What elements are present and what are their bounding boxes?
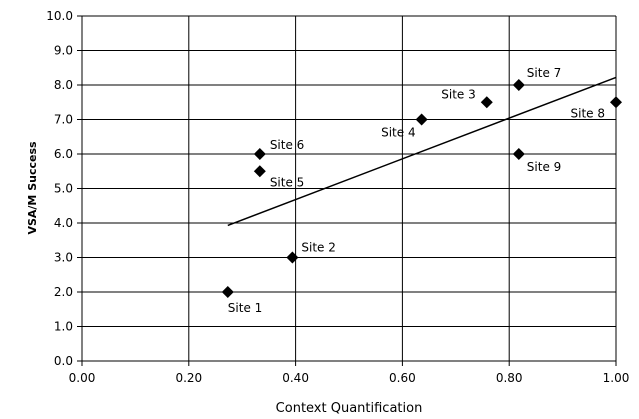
point-label: Site 6 — [270, 138, 305, 152]
y-tick-label: 6.0 — [54, 147, 73, 161]
y-tick-label: 7.0 — [54, 113, 73, 127]
y-tick-label: 9.0 — [54, 44, 73, 58]
x-tick-label: 0.00 — [69, 371, 96, 385]
data-point — [221, 286, 234, 298]
x-tick-label: 0.80 — [496, 371, 523, 385]
data-point — [512, 79, 525, 91]
data-point — [415, 113, 428, 126]
x-tick-label: 0.60 — [389, 371, 416, 385]
y-tick-labels: 0.0 1.0 2.0 3.0 4.0 5.0 6.0 7.0 8.0 9.0 10.0 — [46, 9, 73, 368]
data-point — [480, 96, 493, 109]
trendline — [227, 76, 617, 227]
point-label: Site 4 — [381, 126, 416, 140]
point-label: Site 8 — [571, 106, 606, 120]
point-label: Site 1 — [228, 301, 262, 315]
x-axis-title: Context Quantification — [276, 401, 423, 416]
data-points — [221, 79, 622, 298]
y-tick-label: 3.0 — [54, 251, 73, 265]
y-tick-label: 4.0 — [54, 216, 73, 230]
point-label: Site 7 — [527, 66, 562, 80]
y-tick-label: 8.0 — [54, 78, 73, 92]
x-tick-label: 0.20 — [175, 371, 202, 385]
data-point — [512, 148, 525, 160]
point-label: Site 9 — [527, 160, 562, 174]
trendline-layer — [227, 76, 617, 227]
x-tick-label: 1.00 — [603, 371, 630, 385]
axes — [77, 15, 617, 366]
y-tick-label: 0.0 — [54, 354, 73, 368]
point-label: Site 5 — [270, 175, 305, 189]
data-point — [253, 165, 266, 178]
data-point — [286, 251, 299, 264]
y-axis-title: VSA/M Success — [26, 141, 39, 235]
y-tick-label: 5.0 — [54, 182, 73, 196]
point-label: Site 2 — [301, 241, 336, 255]
grid — [82, 15, 617, 361]
point-labels: Site 1 Site 2 Site 3 Site 4 Site 5 Site 6 Site… — [228, 66, 605, 315]
data-point — [610, 96, 622, 109]
point-label: Site 3 — [441, 87, 476, 101]
x-tick-labels: 0.00 0.20 0.40 0.60 0.80 1.00 — [69, 371, 630, 385]
x-tick-label: 0.40 — [282, 371, 309, 385]
y-tick-label: 1.0 — [54, 320, 73, 334]
data-point — [253, 148, 266, 160]
y-tick-label: 10.0 — [46, 9, 73, 23]
y-tick-label: 2.0 — [54, 285, 73, 299]
